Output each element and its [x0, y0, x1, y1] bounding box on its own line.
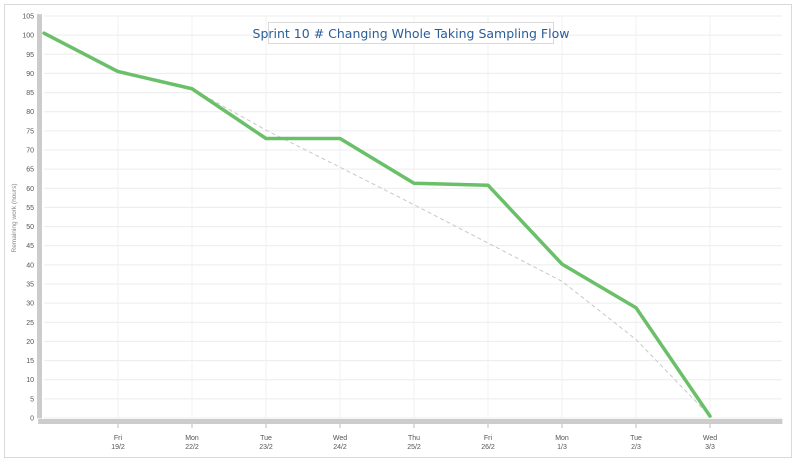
y-tick-label: 80 — [26, 109, 34, 116]
y-tick-label: 85 — [26, 90, 34, 97]
x-tick-day: Wed — [703, 435, 717, 442]
y-tick-label: 15 — [26, 358, 34, 365]
chart-title: Sprint 10 # Changing Whole Taking Sampli… — [253, 22, 569, 44]
remaining-work-line — [42, 31, 712, 418]
y-tick-labels: 0 5 10 15 20 25 30 35 40 45 50 55 60 65 70 75 80 85 90 95 10… — [22, 14, 34, 423]
series-lines — [42, 31, 712, 418]
y-tick-label: 25 — [26, 320, 34, 327]
y-axis-title: Remaining work (hours) — [11, 184, 18, 253]
y-tick-label: 35 — [26, 282, 34, 289]
y-tick-label: 30 — [26, 301, 34, 308]
x-tick-date: 26/2 — [481, 444, 495, 451]
x-tick-day: Fri — [114, 435, 123, 442]
y-tick-label: 45 — [26, 243, 34, 250]
x-tick-date: 2/3 — [631, 444, 641, 451]
y-tick-label: 90 — [26, 71, 34, 78]
y-tick-label: 60 — [26, 186, 34, 193]
grid-lines — [44, 15, 782, 419]
x-tick-date: 19/2 — [111, 444, 125, 451]
y-tick-label: 50 — [26, 224, 34, 231]
y-tick-label: 55 — [26, 205, 34, 212]
x-tick-date: 22/2 — [185, 444, 199, 451]
y-tick-label: 10 — [26, 377, 34, 384]
x-tick-date: 24/2 — [333, 444, 347, 451]
chart-frame — [4, 4, 792, 458]
y-tick-label: 105 — [22, 14, 34, 21]
x-tick-day: Thu — [408, 435, 420, 442]
y-tick-label: 100 — [22, 33, 34, 40]
x-tick-day: Wed — [333, 435, 347, 442]
y-tick-label: 70 — [26, 148, 34, 155]
axes — [37, 14, 783, 428]
x-tick-labels: Fri 19/2 Mon 22/2 Tue 23/2 Wed 24/2 Thu 25/2 Fri 26… — [111, 435, 717, 451]
y-tick-label: 65 — [26, 167, 34, 174]
x-tick-date: 25/2 — [407, 444, 421, 451]
x-tick-day: Mon — [185, 435, 199, 442]
x-tick-date: 23/2 — [259, 444, 273, 451]
y-tick-label: 75 — [26, 128, 34, 135]
y-tick-label: 20 — [26, 339, 34, 346]
x-tick-day: Fri — [484, 435, 493, 442]
x-tick-date: 3/3 — [705, 444, 715, 451]
x-tick-day: Mon — [555, 435, 569, 442]
y-tick-label: 40 — [26, 262, 34, 269]
x-tick-date: 1/3 — [557, 444, 567, 451]
ideal-trend-line — [191, 88, 711, 417]
y-tick-label: 0 — [30, 416, 34, 423]
x-tick-day: Tue — [260, 435, 272, 442]
y-tick-label: 95 — [26, 52, 34, 59]
y-tick-label: 5 — [30, 396, 34, 403]
x-tick-day: Tue — [630, 435, 642, 442]
